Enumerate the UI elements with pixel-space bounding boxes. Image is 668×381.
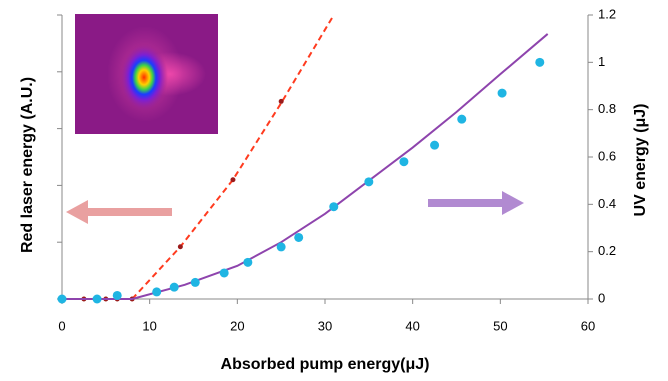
y2-tick-label: 0.8 (598, 101, 616, 116)
y2-tick-label: 0.6 (598, 148, 616, 163)
data-point (276, 242, 286, 252)
data-point (329, 202, 339, 212)
series-line (62, 33, 549, 300)
data-point (92, 294, 102, 304)
data-point (364, 177, 374, 187)
data-point (112, 290, 122, 300)
data-point (457, 114, 467, 124)
data-point (278, 98, 284, 104)
data-point (219, 268, 229, 278)
series-line (131, 14, 335, 300)
data-point (497, 88, 507, 98)
left-arrow (66, 200, 172, 224)
data-point (169, 282, 179, 292)
data-point (430, 140, 440, 150)
x-tick-label: 30 (318, 318, 332, 333)
right-arrow (428, 191, 524, 215)
x-axis-title: Absorbed pump energy(μJ) (221, 356, 430, 373)
data-point (294, 232, 304, 242)
x-tick-label: 60 (581, 318, 595, 333)
x-tick-label: 0 (58, 318, 65, 333)
data-point (243, 257, 253, 267)
data-point (177, 244, 183, 250)
x-tick-label: 40 (405, 318, 419, 333)
y2-tick-label: 0.2 (598, 243, 616, 258)
x-tick-label: 50 (493, 318, 507, 333)
data-point (535, 57, 545, 67)
inset-image (75, 14, 218, 134)
data-point (399, 157, 409, 167)
y2-tick-label: 1 (598, 54, 605, 69)
y2-tick-label: 0.4 (598, 196, 616, 211)
data-point (152, 287, 162, 297)
data-point (230, 177, 236, 183)
y2-axis-title: UV energy (μJ) (632, 104, 649, 217)
y2-tick-label: 0 (598, 290, 605, 305)
data-point (190, 277, 200, 287)
x-tick-label: 10 (142, 318, 156, 333)
y-axis-title: Red laser energy (A.U.) (19, 77, 36, 253)
x-tick-label: 20 (230, 318, 244, 333)
data-point (57, 294, 67, 304)
y2-tick-label: 1.2 (598, 6, 616, 21)
